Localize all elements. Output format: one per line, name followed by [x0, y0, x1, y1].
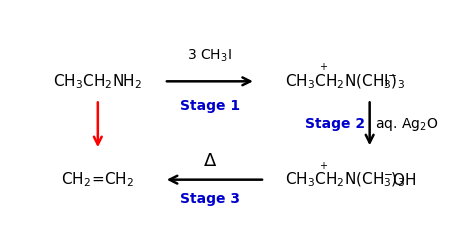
Text: CH$_3$CH$_2$N(CH$_3$)$_3$: CH$_3$CH$_2$N(CH$_3$)$_3$ [285, 170, 405, 189]
Text: CH$_3$CH$_2$N(CH$_3$)$_3$: CH$_3$CH$_2$N(CH$_3$)$_3$ [285, 72, 405, 91]
Text: aq. Ag$_2$O: aq. Ag$_2$O [375, 116, 438, 133]
Text: I$^{-}$: I$^{-}$ [383, 73, 397, 89]
Text: CH$_3$CH$_2$NH$_2$: CH$_3$CH$_2$NH$_2$ [53, 72, 143, 91]
Text: Stage 3: Stage 3 [180, 192, 240, 206]
Text: $^{-}$OH: $^{-}$OH [383, 172, 416, 188]
Text: CH$_2$$\!=\!$CH$_2$: CH$_2$$\!=\!$CH$_2$ [61, 170, 135, 189]
Text: Stage 2: Stage 2 [305, 117, 365, 131]
Text: $^+$: $^+$ [318, 161, 328, 175]
Text: 3 CH$_3$I: 3 CH$_3$I [188, 47, 232, 64]
Text: Δ: Δ [204, 152, 216, 170]
Text: $^+$: $^+$ [318, 62, 328, 76]
Text: Stage 1: Stage 1 [180, 99, 240, 113]
